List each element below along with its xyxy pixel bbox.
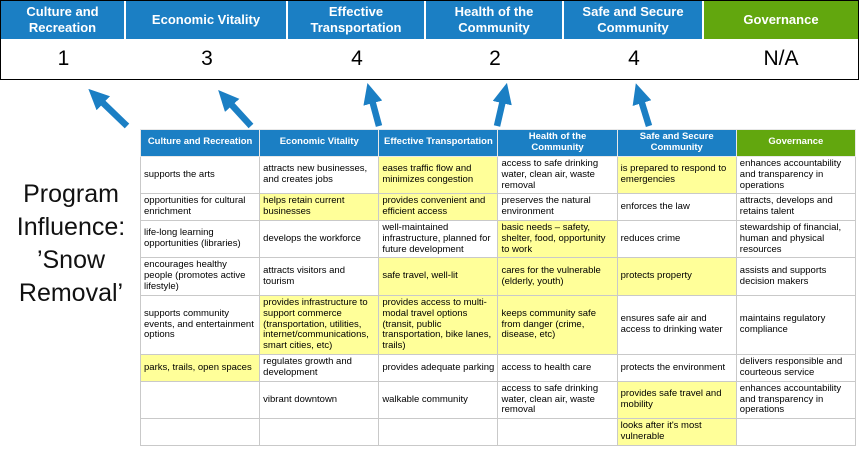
column-header-health-of-the-community: Health of the Community bbox=[497, 129, 618, 157]
table-cell: supports the arts bbox=[139, 155, 261, 195]
table-cell: enhances accountability and transparency… bbox=[735, 155, 857, 195]
page-title: Program Influence: ’Snow Removal’ bbox=[16, 180, 126, 307]
pillar-score-safe-and-secure-community: 4 bbox=[564, 39, 704, 79]
arrow-icon bbox=[88, 88, 130, 129]
table-cell: looks after it's most vulnerable bbox=[616, 418, 737, 446]
table-row: vibrant downtown walkable community access… bbox=[139, 380, 857, 420]
pillar-header-culture-and-recreation: Culture and Recreation bbox=[1, 1, 126, 39]
arrow-icon bbox=[492, 82, 512, 127]
column-header-culture-and-recreation: Culture and Recreation bbox=[139, 129, 261, 157]
pillar-score-effective-transportation: 4 bbox=[288, 39, 426, 79]
table-cell: enhances accountability and transparency… bbox=[735, 380, 857, 420]
table-header-row: Culture and Recreation Economic Vitality E… bbox=[139, 129, 857, 157]
table-cell: provides adequate parking bbox=[378, 354, 499, 382]
table-cell: cares for the vulnerable (elderly, youth… bbox=[497, 257, 618, 296]
table-cell: maintains regulatory compliance bbox=[735, 294, 857, 356]
table-cell: eases traffic flow and minimizes congest… bbox=[378, 155, 499, 195]
table-cell: opportunities for cultural enrichment bbox=[139, 193, 261, 221]
table-cell: attracts new businesses, and creates job… bbox=[259, 155, 380, 195]
table-cell: reduces crime bbox=[616, 219, 737, 259]
pillar-score-culture-and-recreation: 1 bbox=[1, 39, 126, 79]
table-row: supports community events, and entertain… bbox=[139, 294, 857, 356]
influence-table: Culture and Recreation Economic Vitality E… bbox=[139, 129, 857, 446]
table-cell: keeps community safe from danger (crime,… bbox=[497, 294, 618, 356]
table-cell: access to safe drinking water, clean air… bbox=[497, 380, 618, 420]
pillar-header-safe-and-secure-community: Safe and Secure Community bbox=[564, 1, 704, 39]
table-cell: is prepared to respond to emergencies bbox=[616, 155, 737, 195]
table-cell: ensures safe air and access to drinking … bbox=[616, 294, 737, 356]
table-cell bbox=[735, 418, 857, 446]
table-cell: walkable community bbox=[378, 380, 499, 420]
table-cell: delivers responsible and courteous servi… bbox=[735, 354, 857, 382]
table-cell: helps retain current businesses bbox=[259, 193, 380, 221]
arrow-icon bbox=[218, 90, 254, 129]
pillar-header-effective-transportation: Effective Transportation bbox=[288, 1, 426, 39]
scorecard: Culture and Recreation Economic Vitality E… bbox=[0, 0, 859, 80]
column-header-governance: Governance bbox=[735, 129, 857, 157]
table-row: looks after it's most vulnerable bbox=[139, 418, 857, 446]
table-cell: safe travel, well-lit bbox=[378, 257, 499, 296]
table-cell: supports community events, and entertain… bbox=[139, 294, 261, 356]
table-cell bbox=[139, 380, 261, 420]
table-body: supports the arts attracts new businesses… bbox=[139, 155, 857, 446]
pillar-score-economic-vitality: 3 bbox=[126, 39, 288, 79]
table-cell: protects property bbox=[616, 257, 737, 296]
table-row: life-long learning opportunities (librar… bbox=[139, 219, 857, 259]
table-row: encourages healthy people (promotes acti… bbox=[139, 257, 857, 296]
table-cell: develops the workforce bbox=[259, 219, 380, 259]
table-cell: access to health care bbox=[497, 354, 618, 382]
table-cell: enforces the law bbox=[616, 193, 737, 221]
pillar-score-governance: N/A bbox=[704, 39, 858, 79]
table-cell: provides access to multi-modal travel op… bbox=[378, 294, 499, 356]
column-header-effective-transportation: Effective Transportation bbox=[378, 129, 499, 157]
table-cell: regulates growth and development bbox=[259, 354, 380, 382]
table-cell bbox=[139, 418, 261, 446]
table-cell: protects the environment bbox=[616, 354, 737, 382]
table-cell: preserves the natural environment bbox=[497, 193, 618, 221]
table-cell: assists and supports decision makers bbox=[735, 257, 857, 296]
table-cell: provides safe travel and mobility bbox=[616, 380, 737, 420]
table-row: parks, trails, open spaces regulates grow… bbox=[139, 354, 857, 382]
column-header-economic-vitality: Economic Vitality bbox=[259, 129, 380, 157]
table-cell: attracts, develops and retains talent bbox=[735, 193, 857, 221]
table-cell bbox=[259, 418, 380, 446]
arrow-icon bbox=[632, 83, 653, 127]
table-cell: well-maintained infrastructure, planned … bbox=[378, 219, 499, 259]
table-cell: provides infrastructure to support comme… bbox=[259, 294, 380, 356]
pillar-score-health-of-the-community: 2 bbox=[426, 39, 564, 79]
table-cell: encourages healthy people (promotes acti… bbox=[139, 257, 261, 296]
table-row: supports the arts attracts new businesses… bbox=[139, 155, 857, 195]
table-cell: basic needs – safety, shelter, food, opp… bbox=[497, 219, 618, 259]
table-cell: stewardship of financial, human and phys… bbox=[735, 219, 857, 259]
table-cell bbox=[497, 418, 618, 446]
column-header-safe-and-secure-community: Safe and Secure Community bbox=[616, 129, 737, 157]
pillar-header-governance: Governance bbox=[704, 1, 858, 39]
table-cell: vibrant downtown bbox=[259, 380, 380, 420]
table-cell: attracts visitors and tourism bbox=[259, 257, 380, 296]
score-row: 1 3 4 2 4 N/A bbox=[1, 39, 858, 79]
pillar-banner: Culture and Recreation Economic Vitality E… bbox=[1, 1, 858, 39]
table-cell: provides convenient and efficient access bbox=[378, 193, 499, 221]
table-cell: access to safe drinking water, clean air… bbox=[497, 155, 618, 195]
table-cell bbox=[378, 418, 499, 446]
score-arrows bbox=[88, 82, 653, 129]
arrow-icon bbox=[363, 83, 383, 127]
table-cell: parks, trails, open spaces bbox=[139, 354, 261, 382]
table-row: opportunities for cultural enrichment hel… bbox=[139, 193, 857, 221]
pillar-header-health-of-the-community: Health of the Community bbox=[426, 1, 564, 39]
table-cell: life-long learning opportunities (librar… bbox=[139, 219, 261, 259]
pillar-header-economic-vitality: Economic Vitality bbox=[126, 1, 288, 39]
